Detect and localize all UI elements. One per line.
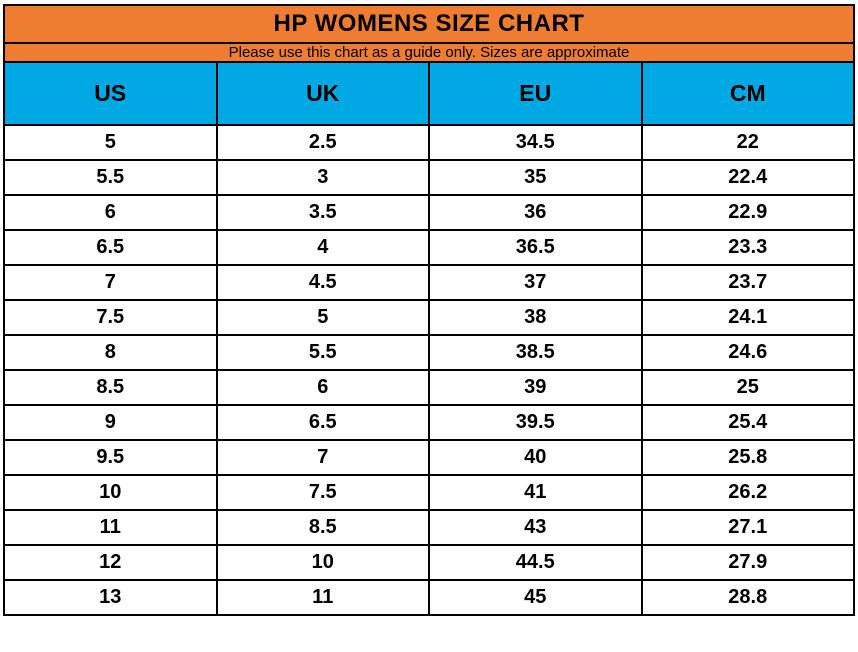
cell-eu: 38.5 xyxy=(428,334,643,371)
cell-us: 5.5 xyxy=(3,159,218,196)
cell-uk: 2.5 xyxy=(215,124,430,161)
cell-cm: 24.1 xyxy=(640,299,855,336)
cell-uk: 4.5 xyxy=(215,264,430,301)
table-row: 5 2.5 34.5 22 xyxy=(3,124,855,161)
cell-uk: 8.5 xyxy=(215,509,430,546)
cell-cm: 25 xyxy=(640,369,855,406)
size-chart-table: HP WOMENS SIZE CHART Please use this cha… xyxy=(3,4,855,616)
cell-cm: 24.6 xyxy=(640,334,855,371)
cell-us: 12 xyxy=(3,544,218,581)
cell-uk: 6.5 xyxy=(215,404,430,441)
cell-us: 8.5 xyxy=(3,369,218,406)
cell-uk: 4 xyxy=(215,229,430,266)
table-row: 10 7.5 41 26.2 xyxy=(3,474,855,511)
table-row: 7.5 5 38 24.1 xyxy=(3,299,855,336)
size-chart-sheet: HP WOMENS SIZE CHART Please use this cha… xyxy=(3,4,855,616)
cell-cm: 22 xyxy=(640,124,855,161)
cell-us: 9 xyxy=(3,404,218,441)
cell-eu: 37 xyxy=(428,264,643,301)
cell-eu: 45 xyxy=(428,579,643,616)
table-row: 12 10 44.5 27.9 xyxy=(3,544,855,581)
column-header-row: US UK EU CM xyxy=(3,61,855,126)
cell-uk: 11 xyxy=(215,579,430,616)
cell-eu: 39.5 xyxy=(428,404,643,441)
cell-us: 9.5 xyxy=(3,439,218,476)
cell-us: 7.5 xyxy=(3,299,218,336)
cell-eu: 40 xyxy=(428,439,643,476)
cell-uk: 6 xyxy=(215,369,430,406)
cell-uk: 5.5 xyxy=(215,334,430,371)
cell-us: 5 xyxy=(3,124,218,161)
cell-eu: 41 xyxy=(428,474,643,511)
cell-eu: 34.5 xyxy=(428,124,643,161)
table-row: 5.5 3 35 22.4 xyxy=(3,159,855,196)
title-row: HP WOMENS SIZE CHART xyxy=(3,4,855,44)
table-row: 9.5 7 40 25.8 xyxy=(3,439,855,476)
table-row: 13 11 45 28.8 xyxy=(3,579,855,616)
cell-cm: 22.9 xyxy=(640,194,855,231)
cell-us: 13 xyxy=(3,579,218,616)
page-title: HP WOMENS SIZE CHART xyxy=(3,4,855,44)
column-header-cm: CM xyxy=(640,61,855,126)
cell-eu: 36.5 xyxy=(428,229,643,266)
cell-us: 10 xyxy=(3,474,218,511)
cell-uk: 10 xyxy=(215,544,430,581)
cell-eu: 44.5 xyxy=(428,544,643,581)
cell-uk: 5 xyxy=(215,299,430,336)
cell-cm: 27.1 xyxy=(640,509,855,546)
chart-subtitle: Please use this chart as a guide only. S… xyxy=(3,42,855,63)
column-header-uk: UK xyxy=(215,61,430,126)
table-row: 6 3.5 36 22.9 xyxy=(3,194,855,231)
cell-us: 11 xyxy=(3,509,218,546)
cell-cm: 25.8 xyxy=(640,439,855,476)
table-row: 9 6.5 39.5 25.4 xyxy=(3,404,855,441)
subtitle-row: Please use this chart as a guide only. S… xyxy=(3,42,855,63)
cell-uk: 7 xyxy=(215,439,430,476)
cell-cm: 22.4 xyxy=(640,159,855,196)
column-header-us: US xyxy=(3,61,218,126)
table-row: 7 4.5 37 23.7 xyxy=(3,264,855,301)
cell-uk: 3.5 xyxy=(215,194,430,231)
table-row: 8.5 6 39 25 xyxy=(3,369,855,406)
cell-eu: 35 xyxy=(428,159,643,196)
cell-eu: 43 xyxy=(428,509,643,546)
cell-eu: 39 xyxy=(428,369,643,406)
table-row: 11 8.5 43 27.1 xyxy=(3,509,855,546)
cell-cm: 25.4 xyxy=(640,404,855,441)
cell-us: 8 xyxy=(3,334,218,371)
table-row: 6.5 4 36.5 23.3 xyxy=(3,229,855,266)
cell-cm: 27.9 xyxy=(640,544,855,581)
cell-cm: 23.3 xyxy=(640,229,855,266)
cell-eu: 38 xyxy=(428,299,643,336)
cell-uk: 7.5 xyxy=(215,474,430,511)
column-header-eu: EU xyxy=(428,61,643,126)
table-row: 8 5.5 38.5 24.6 xyxy=(3,334,855,371)
cell-cm: 26.2 xyxy=(640,474,855,511)
cell-eu: 36 xyxy=(428,194,643,231)
cell-cm: 23.7 xyxy=(640,264,855,301)
cell-us: 6.5 xyxy=(3,229,218,266)
cell-cm: 28.8 xyxy=(640,579,855,616)
cell-uk: 3 xyxy=(215,159,430,196)
cell-us: 7 xyxy=(3,264,218,301)
cell-us: 6 xyxy=(3,194,218,231)
